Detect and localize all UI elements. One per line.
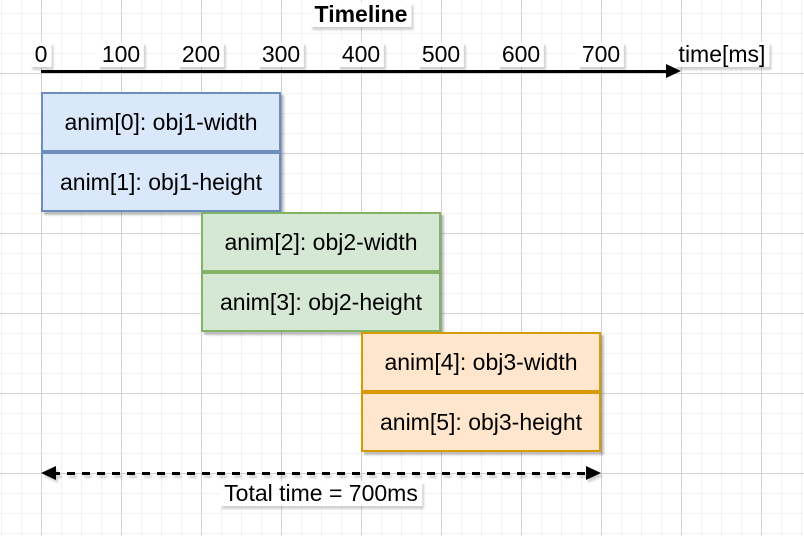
- diagram-title: Timeline: [310, 2, 412, 27]
- timeline-bar-anim3: anim[3]: obj2-height: [201, 272, 441, 332]
- axis-tick-label-400: 400: [337, 42, 385, 67]
- axis-tick-label-100: 100: [97, 42, 145, 67]
- timeline-bar-anim2: anim[2]: obj2-width: [201, 212, 441, 272]
- axis-tick-label-700: 700: [577, 42, 625, 67]
- time-axis-line: [41, 70, 669, 73]
- axis-tick-label-600: 600: [497, 42, 545, 67]
- timeline-bar-anim0: anim[0]: obj1-width: [41, 92, 281, 152]
- timeline-bar-anim4: anim[4]: obj3-width: [361, 332, 601, 392]
- axis-arrowhead-icon: [666, 64, 681, 78]
- timeline-bar-anim5: anim[5]: obj3-height: [361, 392, 601, 452]
- axis-tick-label-200: 200: [177, 42, 225, 67]
- axis-tick-label-300: 300: [257, 42, 305, 67]
- total-arrow-right-icon: [586, 466, 601, 480]
- axis-unit-label: time[ms]: [674, 42, 770, 67]
- axis-tick-label-0: 0: [30, 42, 52, 67]
- total-arrow-left-icon: [41, 466, 56, 480]
- total-arrow-dashed-line: [52, 472, 590, 475]
- total-time-label: Total time = 700ms: [220, 481, 422, 506]
- timeline-bar-anim1: anim[1]: obj1-height: [41, 152, 281, 212]
- total-time-arrow: [41, 466, 601, 481]
- axis-tick-label-500: 500: [417, 42, 465, 67]
